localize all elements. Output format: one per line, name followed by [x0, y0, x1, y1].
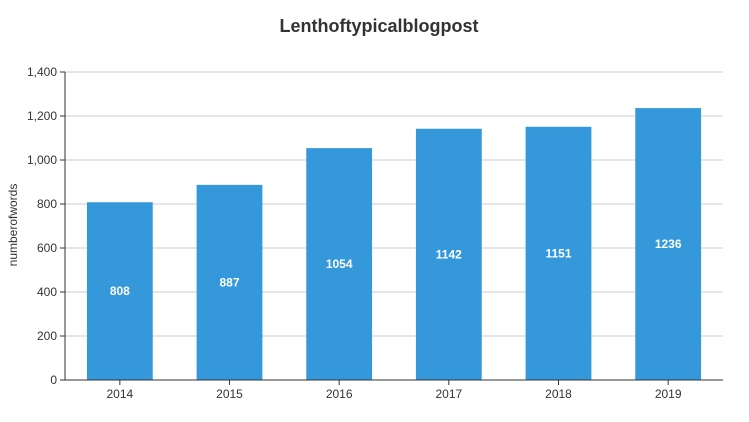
y-tick-label: 800: [37, 197, 57, 211]
x-tick-label: 2019: [655, 387, 682, 401]
x-tick-label: 2018: [545, 387, 572, 401]
bar-2018: [525, 126, 592, 380]
x-tick-label: 2017: [435, 387, 462, 401]
y-axis-label: numberofwords: [6, 184, 20, 267]
y-tick-label: 600: [37, 241, 57, 255]
gridlines: [65, 71, 723, 337]
x-tick-label: 2015: [216, 387, 243, 401]
y-tick-label: 1,000: [27, 153, 57, 167]
x-tick-label: 2014: [106, 387, 133, 401]
axes: [60, 71, 723, 385]
y-tick-label: 400: [37, 285, 57, 299]
bar-2019: [635, 108, 702, 380]
bar-value-label: 1236: [655, 237, 682, 251]
y-tick-label: 200: [37, 329, 57, 343]
bar-value-label: 887: [219, 275, 239, 289]
bar-2015: [196, 184, 263, 380]
y-tick-label: 0: [50, 373, 57, 387]
chart-title: Lenthoftypicalblogpost: [280, 16, 479, 36]
bar-2014: [86, 202, 153, 380]
bar-value-label: 808: [110, 284, 130, 298]
bar-2016: [306, 148, 373, 380]
y-tick-label: 1,200: [27, 109, 57, 123]
bar-value-label: 1054: [326, 257, 353, 271]
bar-2017: [415, 128, 482, 380]
tick-labels: 0 200 400 600 800 1,000 1,200 1,400 2014 2015 2016…: [27, 65, 682, 401]
bar-value-label: 1142: [436, 247, 462, 261]
y-tick-label: 1,400: [27, 65, 57, 79]
x-tick-label: 2016: [326, 387, 353, 401]
bar-value-label: 1151: [545, 246, 571, 260]
bars: 808 887 1054 1142 1151 1236: [86, 108, 702, 380]
